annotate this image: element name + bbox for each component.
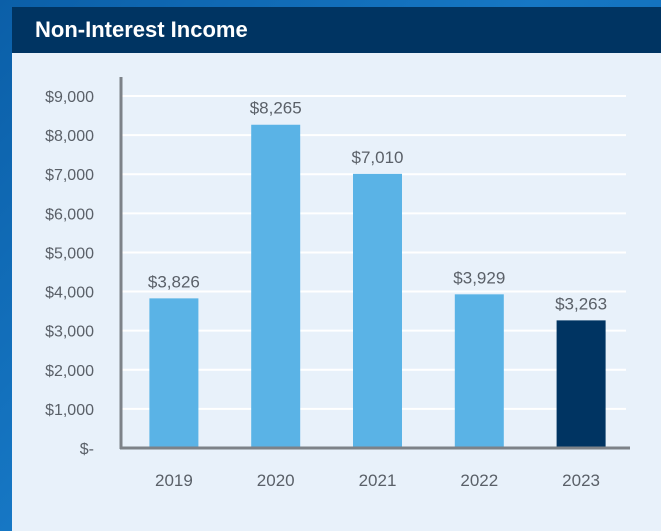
data-label-2019: $3,826 — [148, 272, 200, 291]
y-tick-label: $6,000 — [45, 206, 94, 223]
data-label-2022: $3,929 — [453, 268, 505, 287]
y-tick-label: $2,000 — [45, 363, 94, 380]
labels: $- $1,000 $2,000 $3,000 $4,000 $5,000 $6,000 $7… — [45, 89, 607, 490]
axes — [119, 77, 630, 450]
data-label-2020: $8,265 — [250, 99, 302, 118]
x-tick-label-2022: 2022 — [460, 471, 498, 490]
y-tick-label: $4,000 — [45, 285, 94, 302]
y-tick-label: $7,000 — [45, 167, 94, 184]
x-tick-label-2019: 2019 — [155, 471, 193, 490]
y-tick-label: $5,000 — [45, 245, 94, 262]
chart-card: Non-Interest Income $- $1,000 $2,000 $3,000… — [12, 7, 661, 531]
data-label-2023: $3,263 — [555, 294, 607, 313]
y-tick-label: $9,000 — [45, 89, 94, 106]
bar-2023 — [556, 320, 606, 448]
x-tick-label-2023: 2023 — [562, 471, 600, 490]
chart-title: Non-Interest Income — [35, 17, 248, 42]
bar-chart: $- $1,000 $2,000 $3,000 $4,000 $5,000 $6,000 $7… — [45, 77, 630, 490]
x-tick-label-2020: 2020 — [257, 471, 295, 490]
chart-header: Non-Interest Income — [12, 7, 661, 53]
bar-2021 — [353, 173, 402, 448]
data-label-2021: $7,010 — [352, 148, 404, 167]
bar-2020 — [251, 124, 301, 448]
y-tick-label: $8,000 — [45, 128, 94, 145]
bar-2022 — [454, 294, 504, 448]
y-tick-label: $1,000 — [45, 402, 94, 419]
bar-2019 — [149, 298, 199, 448]
bars — [149, 124, 606, 448]
x-tick-label-2021: 2021 — [359, 471, 397, 490]
y-tick-label: $3,000 — [45, 324, 94, 341]
y-tick-label: $- — [80, 441, 94, 458]
